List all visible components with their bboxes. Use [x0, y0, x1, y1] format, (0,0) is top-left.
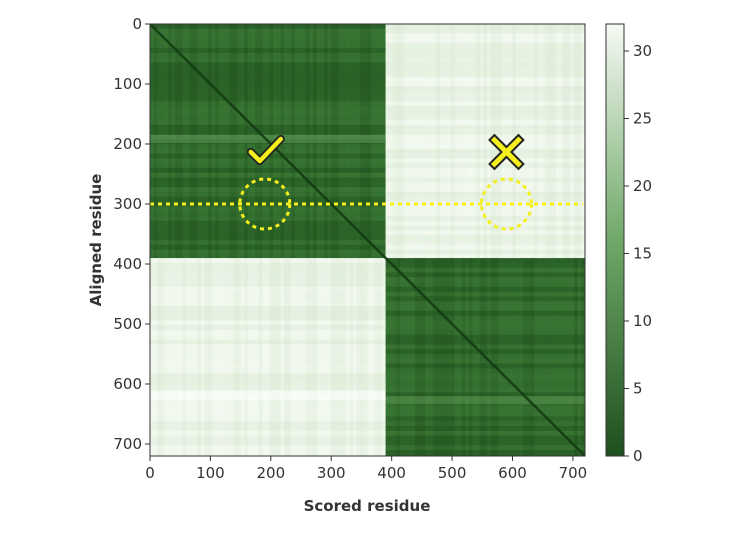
- colorbar-tick-label: 30: [633, 42, 652, 60]
- colorbar-tick-label: 15: [633, 245, 652, 263]
- colorbar-axis: 0 5 10 15 20 25 30: [624, 42, 652, 465]
- y-axis-title: Aligned residue: [87, 174, 105, 307]
- x-tick-label: 100: [196, 464, 225, 482]
- y-tick-label: 500: [113, 315, 142, 333]
- x-tick-label: 0: [145, 464, 155, 482]
- x-tick-label: 500: [438, 464, 467, 482]
- x-axis: 0 100 200 300 400 500 600 700: [145, 456, 587, 482]
- annotation-circle-check-mark: [238, 177, 292, 231]
- y-tick-label: 400: [113, 255, 142, 273]
- y-tick-label: 200: [113, 135, 142, 153]
- annotation-layer: [150, 133, 583, 231]
- colorbar: [605, 23, 625, 457]
- y-tick-label: 300: [113, 195, 142, 213]
- y-tick-label: 600: [113, 375, 142, 393]
- x-tick-label: 700: [559, 464, 588, 482]
- heatmap-area: [150, 24, 585, 456]
- y-tick-label: 700: [113, 435, 142, 453]
- x-mark-icon-fill: [490, 136, 522, 168]
- colorbar-tick-label: 25: [633, 110, 652, 128]
- plot-frame: [149, 23, 586, 457]
- check-mark-icon-fill: [248, 136, 284, 164]
- colorbar-tick-label: 10: [633, 312, 652, 330]
- colorbar-tick-label: 20: [633, 177, 652, 195]
- x-tick-label: 400: [377, 464, 406, 482]
- colorbar-tick-label: 0: [633, 447, 643, 465]
- heatmap-block-2: [385, 24, 585, 258]
- annotation-circle-x-mark: [479, 177, 533, 231]
- x-axis-title: Scored residue: [304, 497, 431, 515]
- x-tick-label: 300: [317, 464, 346, 482]
- y-tick-label: 100: [113, 75, 142, 93]
- colorbar-tick-label: 5: [633, 380, 643, 398]
- y-tick-label: 0: [132, 15, 142, 33]
- heatmap-block-3: [150, 258, 386, 456]
- x-tick-label: 600: [498, 464, 527, 482]
- y-axis: 0 100 200 300 400 500 600 700: [113, 15, 150, 453]
- heatmap-diagonal: [150, 24, 585, 456]
- x-tick-label: 200: [257, 464, 286, 482]
